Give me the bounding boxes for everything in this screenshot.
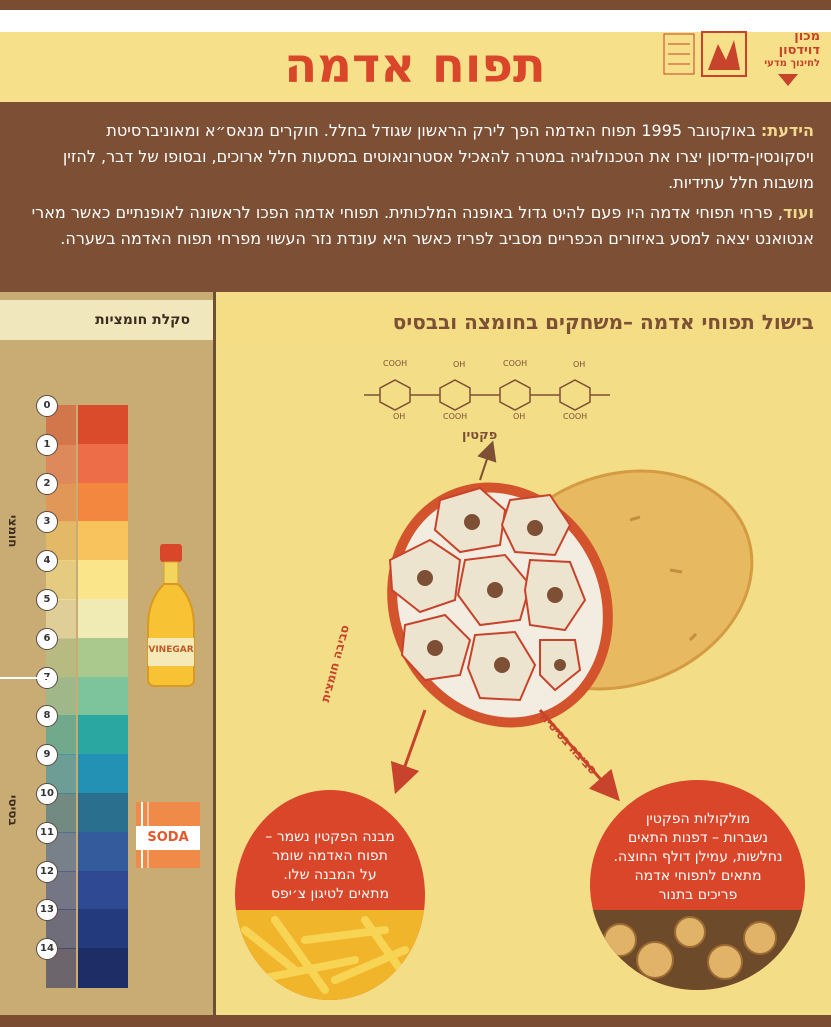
ph-tick-11: 11 [36,821,58,844]
ph-bar-5 [78,599,128,639]
ph-tick-6: 6 [36,627,58,650]
fries-image [235,910,425,1000]
roasted-potatoes-image [590,910,805,990]
soda-box-icon [136,802,200,868]
logo-line-1: מכון [794,29,820,44]
ph-bar-0 [78,405,128,445]
panel-divider [213,292,216,1027]
ph-tick-3: 3 [36,511,58,534]
soda-box: SODA [134,800,202,870]
ph-tick-4: 4 [36,550,58,573]
ph-bar-8 [78,715,128,756]
fact-2-label: ועוד [782,203,814,222]
diagram-heading: בישול תפוחי אדמה –משחקים בחומצה ובבסיס [392,310,814,334]
page-title: תפוח אדמה [284,38,546,94]
base-line-1: מולקולות הפקטין [645,811,751,827]
acid-line-3: על המבנה שלו. [283,867,377,883]
pectin-label: פקטין [462,428,498,443]
ph-bar-3 [78,521,128,562]
ph-bar-4 [78,560,128,600]
ph-tick-0: 0 [36,395,58,417]
logo-line-2: דוידסון [778,43,820,58]
ph-bar-2 [78,482,128,523]
ph-scale: 01234567891011121314 חומצי בסיסי [0,395,214,988]
ph-bar-9 [78,754,128,794]
ph-tick-10: 10 [36,783,58,805]
cooh-label-4: COOH [563,412,588,421]
base-line-5: פריכים בתנור [658,887,738,903]
vinegar-label: VINEGAR [148,645,194,655]
fact-1-label: הידעת: [760,121,814,140]
fact-paragraph-2: ועוד, פרחי תפוחי אדמה היו פעם להיט גדול … [22,200,814,252]
oh-label-1: OH [393,412,406,421]
acid-line-2: תפוח האדמה שומר [272,848,388,864]
ph-tick-9: 9 [36,744,58,767]
basic-label: בסיסי [6,795,20,826]
fact-1-text: באוקטובר 1995 תפוח האדמה הפך לירק הראשון… [62,121,814,192]
oh-label-3: OH [453,360,466,369]
ph-bar-11 [78,831,128,872]
fact-paragraph-1: הידעת: באוקטובר 1995 תפוח האדמה הפך לירק… [22,118,814,196]
acid-result-bubble: מבנה הפקטין נשמר – תפוח האדמה שומר על המ… [235,790,425,1000]
base-bubble-text: מולקולות הפקטין נשברות – דפנות התאים נחל… [608,810,788,905]
neutral-marker [0,677,50,679]
base-line-2: נשברות – דפנות התאים [627,830,769,846]
soda-label: SODA [147,830,189,845]
ph-bar-10 [78,793,128,833]
ph-bar-6 [78,637,128,678]
base-result-bubble: מולקולות הפקטין נשברות – דפנות התאים נחל… [590,780,805,990]
cooh-label-3: COOH [503,359,528,368]
logo-line-3: לחינוך מדעי [764,58,820,69]
acidic-label: חומצי [6,515,20,548]
acid-line-4: מתאים לטיגון צ׳יפס [270,886,390,902]
title-band [0,32,831,102]
ph-bar-7 [78,676,128,717]
acid-line-1: מבנה הפקטין נשמר – [265,829,395,845]
fact-2-text: , פרחי תפוחי אדמה היו פעם להיט גדול באופ… [31,203,814,248]
vinegar-bottle: VINEGAR [140,540,200,690]
bottom-bar [0,1015,831,1027]
ph-tick-12: 12 [36,860,58,883]
ph-tick-14: 14 [36,938,58,961]
potato-illustration [387,440,754,802]
ph-tick-5: 5 [36,589,58,611]
pectin-molecule-diagram [364,379,610,411]
cooh-label-1: COOH [383,359,408,368]
ph-bar-14 [78,948,128,988]
ph-bar-13 [78,909,128,950]
vinegar-bottle-icon [147,544,195,687]
ph-bar-12 [78,870,128,911]
ph-tick-1: 1 [36,433,58,456]
cooh-label-2: COOH [443,412,468,421]
ph-scale-header [0,300,214,340]
institute-logo: מכון דוידסון לחינוך מדעי [660,30,825,88]
ph-bar-1 [78,443,128,484]
oh-label-2: OH [513,412,526,421]
base-line-4: מתאים לתפוחי אדמה [634,868,762,884]
base-line-3: נחלשות, עמילן דולף החוצה. [613,849,783,865]
top-bar [0,0,831,10]
ph-tick-13: 13 [36,899,58,922]
diagram-header [216,300,831,344]
ph-tick-8: 8 [36,705,58,728]
oh-label-4: OH [573,360,586,369]
ph-tick-2: 2 [36,472,58,495]
white-strip [0,10,831,32]
logo-arrow-icon [778,74,798,86]
logo-mark-icon [663,31,747,77]
acid-bubble-text: מבנה הפקטין נשמר – תפוח האדמה שומר על המ… [255,828,405,904]
ph-scale-title: סקלת חומציות [95,312,190,328]
facts-box: הידעת: באוקטובר 1995 תפוח האדמה הפך לירק… [0,102,831,292]
